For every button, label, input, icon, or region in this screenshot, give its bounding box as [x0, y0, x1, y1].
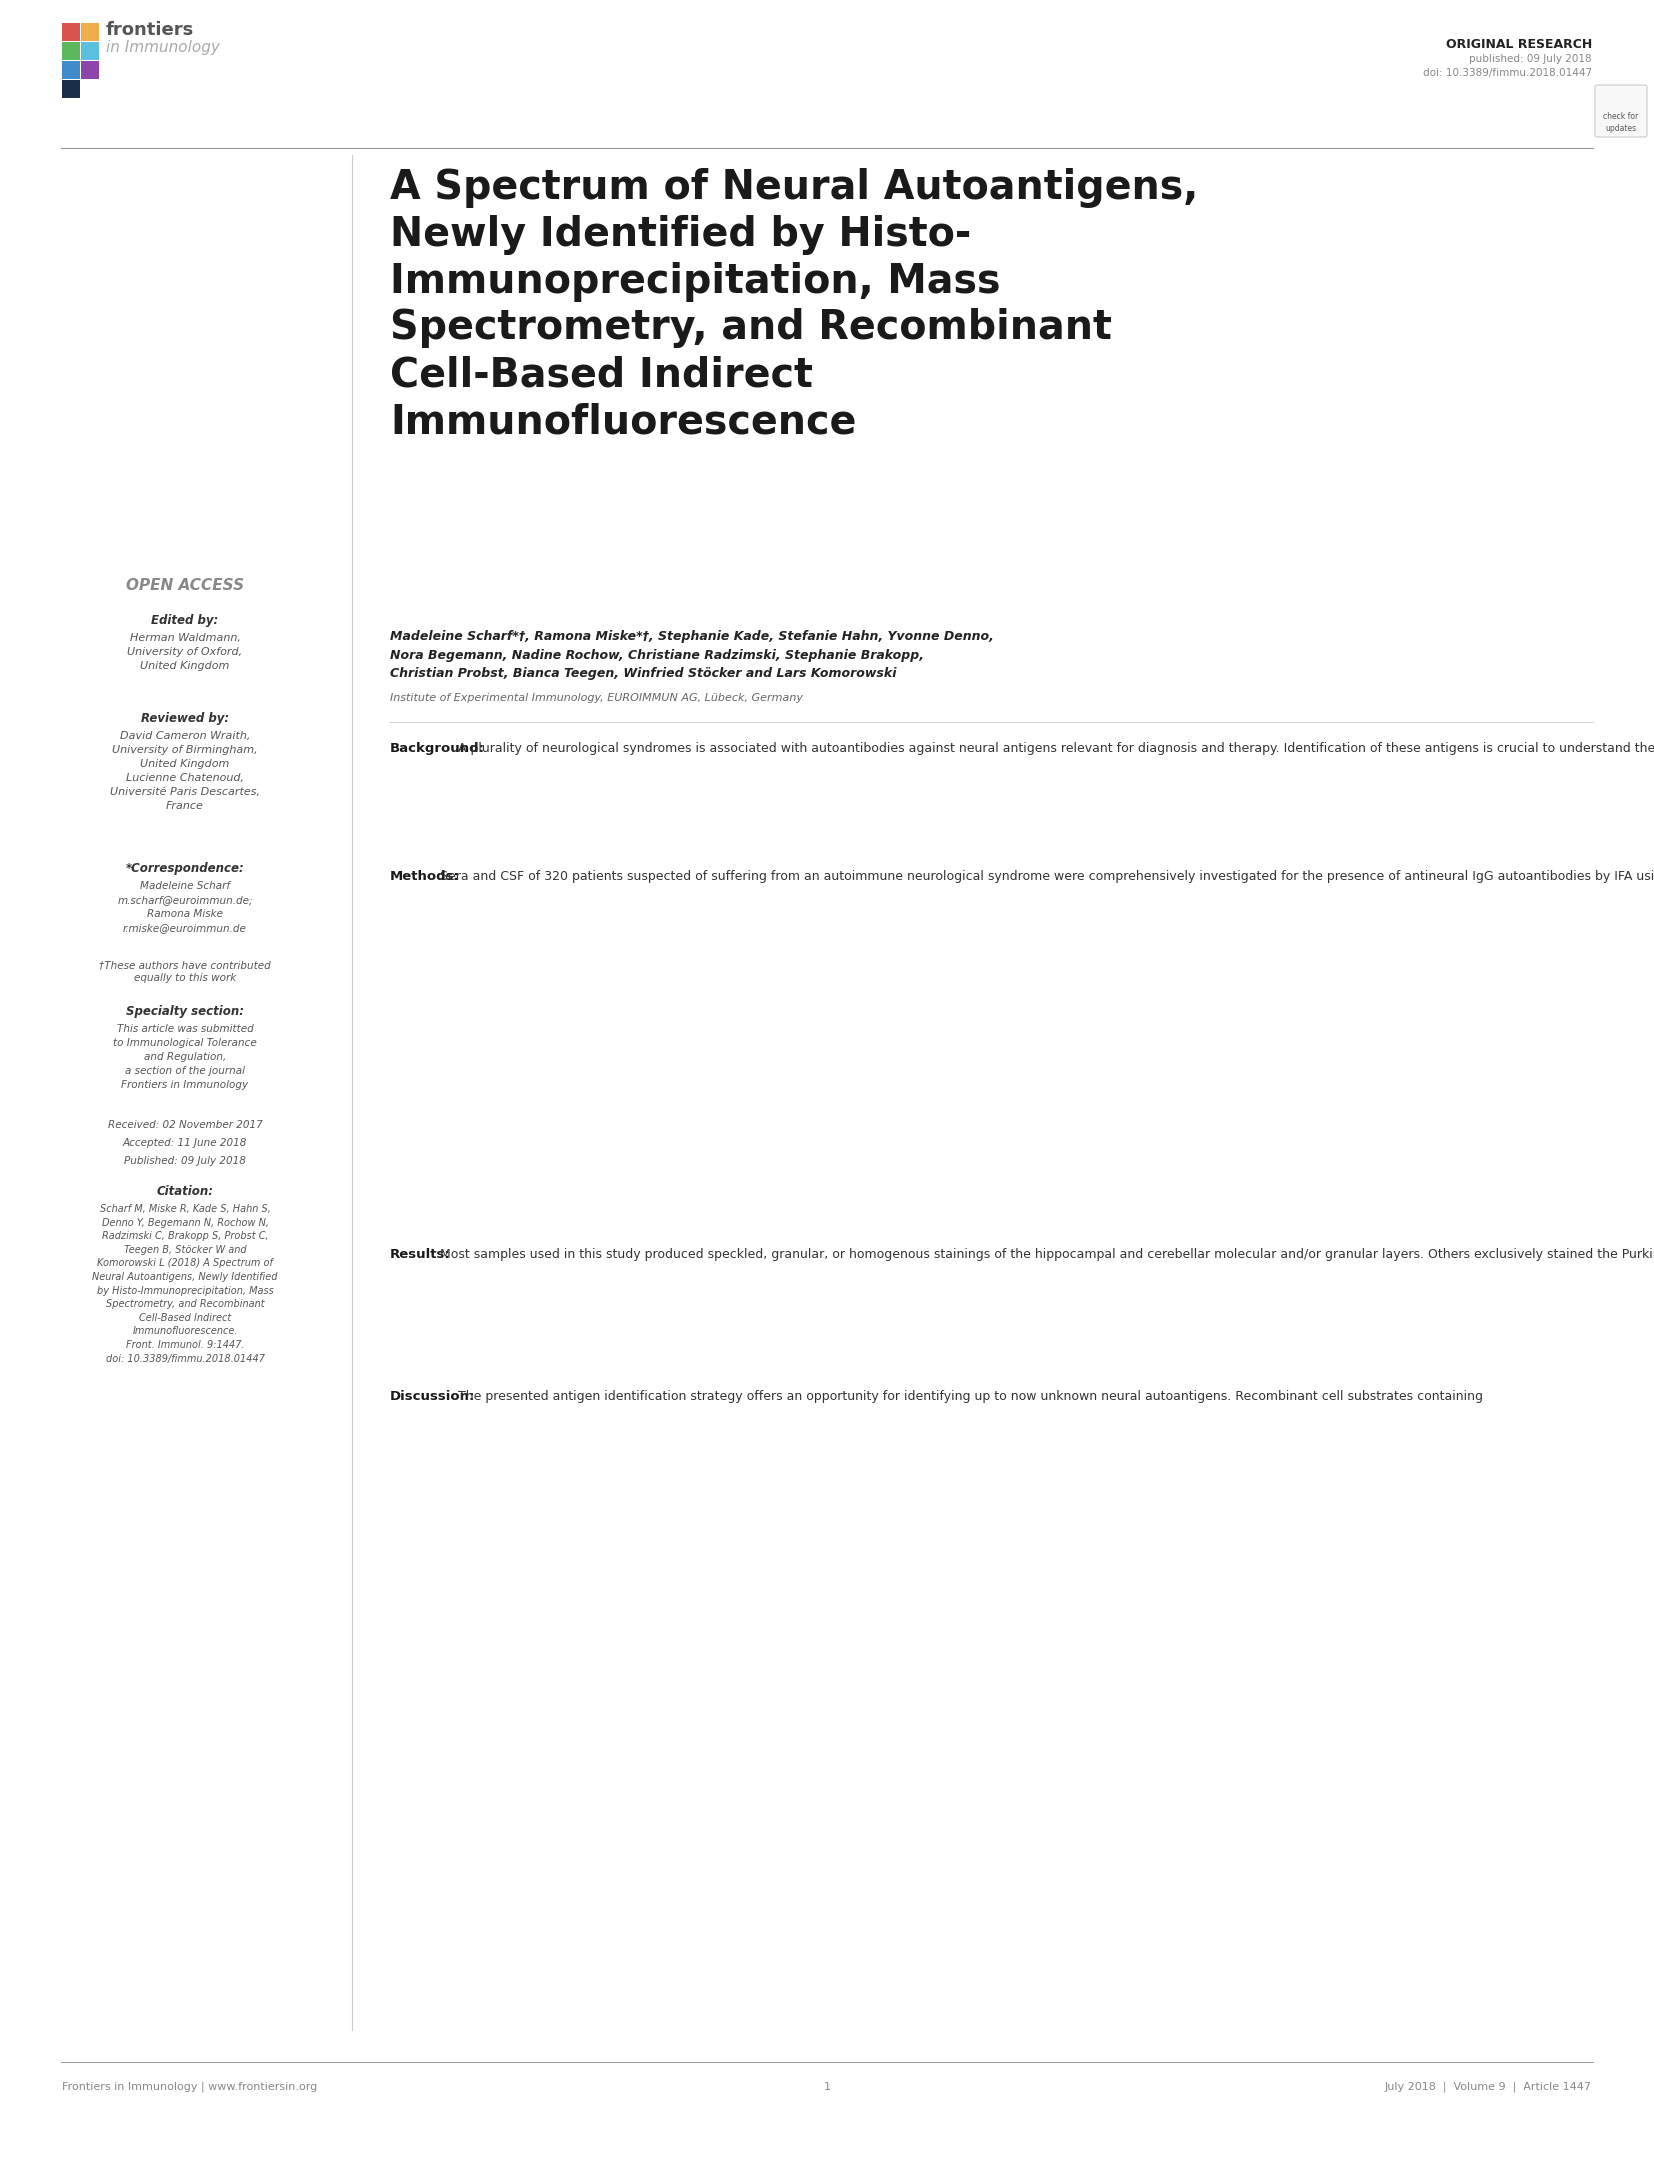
Bar [61, 61, 79, 78]
Text: Discussion:: Discussion: [390, 1391, 475, 1404]
Text: Received: 02 November 2017: Received: 02 November 2017 [108, 1120, 263, 1131]
Bar [61, 41, 79, 61]
Text: Madeleine Scharf*†, Ramona Miske*†, Stephanie Kade, Stefanie Hahn, Yvonne Denno,: Madeleine Scharf*†, Ramona Miske*†, Step… [390, 630, 994, 680]
Bar [81, 41, 99, 61]
Bar [61, 24, 79, 41]
FancyBboxPatch shape [1594, 84, 1647, 136]
Text: *Correspondence:: *Correspondence: [126, 862, 245, 875]
Bar [81, 24, 99, 41]
Bar [61, 80, 79, 97]
Text: Published: 09 July 2018: Published: 09 July 2018 [124, 1157, 246, 1165]
Text: published: 09 July 2018: published: 09 July 2018 [1469, 54, 1593, 65]
Text: †These authors have contributed
equally to this work: †These authors have contributed equally … [99, 960, 271, 983]
Text: Institute of Experimental Immunology, EUROIMMUN AG, Lübeck, Germany: Institute of Experimental Immunology, EU… [390, 693, 802, 704]
Text: Frontiers in Immunology | www.frontiersin.org: Frontiers in Immunology | www.frontiersi… [61, 2082, 318, 2092]
Text: Sera and CSF of 320 patients suspected of suffering from an autoimmune neurologi: Sera and CSF of 320 patients suspected o… [437, 871, 1654, 884]
Text: in Immunology: in Immunology [106, 39, 220, 54]
Text: A plurality of neurological syndromes is associated with autoantibodies against : A plurality of neurological syndromes is… [453, 743, 1654, 756]
Text: Most samples used in this study produced speckled, granular, or homogenous stain: Most samples used in this study produced… [437, 1248, 1654, 1261]
Text: frontiers: frontiers [106, 22, 194, 39]
Text: Specialty section:: Specialty section: [126, 1005, 245, 1018]
Bar [81, 61, 99, 78]
Text: Reviewed by:: Reviewed by: [141, 713, 228, 726]
Text: David Cameron Wraith,
University of Birmingham,
United Kingdom
Lucienne Chatenou: David Cameron Wraith, University of Birm… [111, 730, 260, 810]
Text: Background:: Background: [390, 743, 485, 756]
Text: 1: 1 [824, 2082, 830, 2092]
Text: doi: 10.3389/fimmu.2018.01447: doi: 10.3389/fimmu.2018.01447 [1422, 67, 1593, 78]
Text: Madeleine Scharf
m.scharf@euroimmun.de;
Ramona Miske
r.miske@euroimmun.de: Madeleine Scharf m.scharf@euroimmun.de; … [117, 882, 253, 934]
Text: Results:: Results: [390, 1248, 452, 1261]
Text: OPEN ACCESS: OPEN ACCESS [126, 578, 245, 593]
Text: Edited by:: Edited by: [152, 613, 218, 626]
Text: The presented antigen identification strategy offers an opportunity for identify: The presented antigen identification str… [453, 1391, 1482, 1404]
Text: ORIGINAL RESEARCH: ORIGINAL RESEARCH [1446, 39, 1593, 52]
Text: July 2018  |  Volume 9  |  Article 1447: July 2018 | Volume 9 | Article 1447 [1384, 2082, 1593, 2092]
Text: Citation:: Citation: [157, 1185, 213, 1198]
Text: check for
updates: check for updates [1603, 113, 1639, 132]
Text: Methods:: Methods: [390, 871, 460, 884]
Text: Herman Waldmann,
University of Oxford,
United Kingdom: Herman Waldmann, University of Oxford, U… [127, 632, 243, 671]
Text: This article was submitted
to Immunological Tolerance
and Regulation,
a section : This article was submitted to Immunologi… [112, 1025, 256, 1089]
Text: Scharf M, Miske R, Kade S, Hahn S,
Denno Y, Begemann N, Rochow N,
Radzimski C, B: Scharf M, Miske R, Kade S, Hahn S, Denno… [93, 1204, 278, 1365]
Text: A Spectrum of Neural Autoantigens,
Newly Identified by Histo-
Immunoprecipitatio: A Spectrum of Neural Autoantigens, Newly… [390, 169, 1197, 442]
Text: Accepted: 11 June 2018: Accepted: 11 June 2018 [122, 1137, 246, 1148]
